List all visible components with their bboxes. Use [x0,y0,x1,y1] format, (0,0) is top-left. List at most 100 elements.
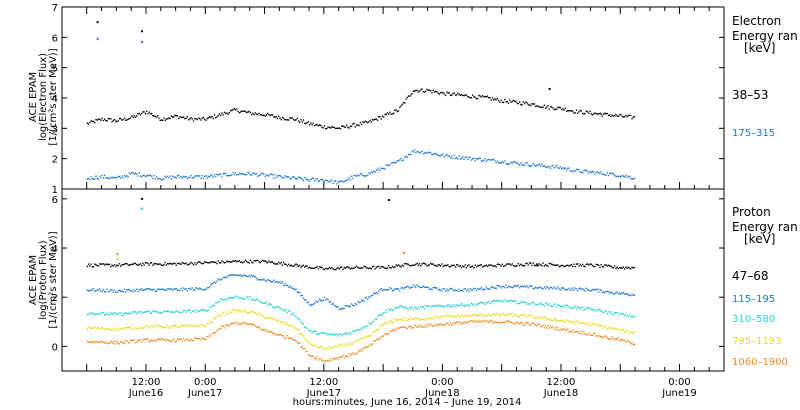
proton-data-point [241,297,243,300]
proton-data-point [112,342,114,345]
proton-data-point [246,260,248,263]
electron-data-point [178,174,180,177]
proton-data-point [404,286,406,289]
electron-data-point [531,164,533,167]
proton-data-point [152,310,154,312]
electron-data-point [574,112,576,114]
proton-data-point [358,350,360,352]
electron-data-point [516,102,518,104]
proton-data-point [273,332,275,334]
electron-data-point [591,170,594,173]
proton-data-point [536,263,538,265]
proton-data-point [600,324,602,327]
proton-data-point [448,266,450,268]
proton-data-point [314,357,316,359]
electron-data-point [538,163,540,165]
electron-data-point [616,175,618,178]
electron-data-point [479,95,481,97]
electron-y-label-line-3: [1/(cm²s ster MeV)] [48,48,59,145]
proton-data-point [316,301,318,304]
proton-data-point [252,298,254,300]
proton-data-point [564,329,566,331]
proton-data-point [326,333,328,336]
electron-data-point [101,117,103,119]
proton-data-point [391,265,394,268]
proton-data-point [231,261,233,263]
electron-data-point [201,175,203,177]
electron-data-point [354,175,356,177]
proton-data-point [332,357,334,359]
proton-series-5 [86,319,636,363]
proton-data-point [215,261,217,264]
proton-data-point [417,285,419,288]
proton-data-point [609,265,611,267]
electron-data-point [406,96,408,99]
electron-data-point [537,164,539,166]
proton-data-point [355,329,358,331]
proton-data-point [228,260,230,263]
proton-data-point [628,313,631,316]
proton-data-point [318,266,321,268]
proton-data-point [549,318,552,320]
proton-data-point [339,266,342,269]
proton-data-point [100,290,102,292]
proton-data-point [525,315,527,318]
electron-data-point [152,177,154,180]
proton-data-point [557,304,559,306]
proton-data-point [95,313,97,315]
proton-data-point [121,264,123,266]
proton-data-point [148,340,150,343]
proton-data-point [105,328,107,330]
proton-data-point [565,304,568,307]
proton-data-point [631,315,633,317]
proton-data-point [233,308,235,311]
proton-data-point [402,265,405,267]
proton-data-point [469,321,471,323]
proton-legend-series-1: 47–68 [732,269,769,283]
proton-data-point [155,339,158,342]
electron-data-point [126,174,128,177]
proton-data-point [498,314,500,316]
proton-data-point [527,264,529,266]
proton-data-point [310,355,312,357]
electron-data-point [584,112,586,115]
proton-data-point [501,321,503,323]
proton-data-point [556,288,558,290]
proton-data-point [632,332,634,334]
electron-data-point [522,163,524,166]
proton-data-point [288,263,290,266]
electron-data-point [540,165,542,167]
proton-data-point [331,267,333,269]
proton-data-point [435,305,437,307]
proton-data-point [254,325,256,327]
proton-data-point [258,261,260,263]
proton-data-point [470,316,473,318]
proton-data-point [617,327,620,330]
proton-data-point [107,263,109,266]
proton-data-point [394,266,396,268]
proton-data-point [104,314,106,316]
proton-data-point [558,288,560,290]
electron-data-point [90,176,92,178]
electron-data-point [376,119,379,121]
electron-data-point [620,113,622,116]
proton-data-point [276,281,279,283]
proton-data-point [87,263,90,265]
proton-data-point [522,324,524,326]
proton-data-point [442,265,444,267]
proton-data-point [314,302,316,304]
proton-data-point [293,339,295,341]
proton-data-point [238,323,240,326]
electron-data-point [421,150,423,152]
proton-data-point [129,290,132,292]
electron-data-point [601,173,603,175]
proton-data-point [493,299,495,302]
proton-data-point [472,314,474,316]
proton-data-point [123,327,126,329]
proton-data-point [136,328,138,330]
proton-data-point [291,313,293,316]
electron-data-point [204,118,206,120]
proton-data-point [379,314,381,316]
proton-data-point [504,265,506,267]
proton-data-point [248,262,250,264]
